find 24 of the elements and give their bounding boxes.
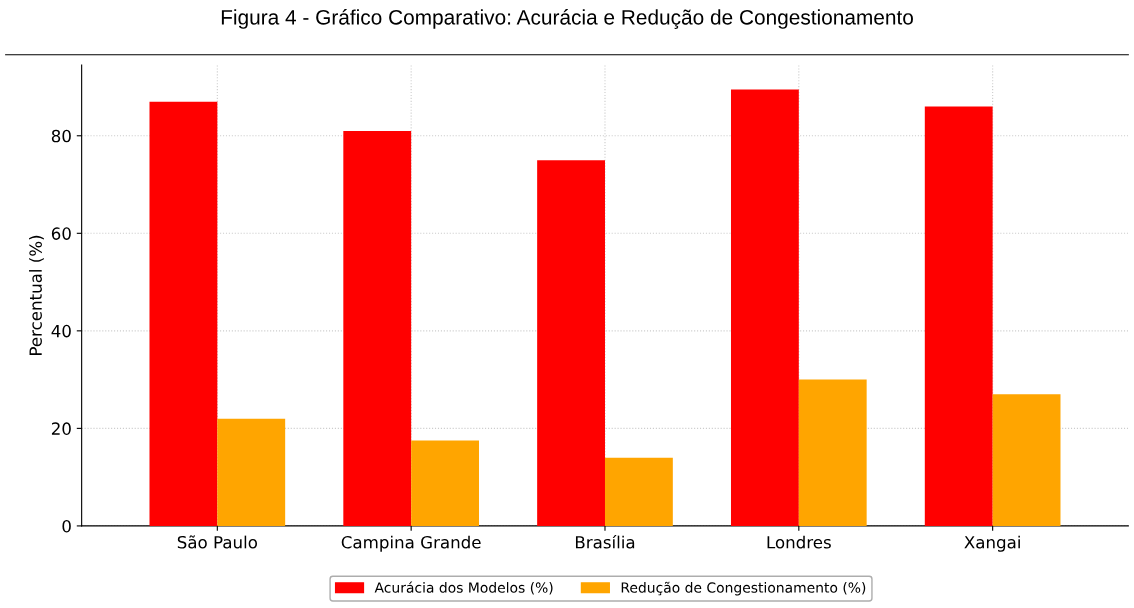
legend-label: Redução de Congestionamento (%): [621, 581, 866, 596]
bar: [537, 160, 605, 526]
y-tick-label: 60: [51, 227, 71, 240]
y-tick-label: 20: [51, 422, 71, 435]
y-tick-label: 40: [51, 324, 71, 338]
x-tick-label: Brasília: [575, 534, 635, 549]
x-tick-label: Xangai: [964, 535, 1020, 552]
bar: [924, 106, 993, 526]
bar: [604, 457, 673, 526]
bar: [798, 379, 867, 526]
x-tick-label: Londres: [767, 535, 831, 549]
bar: [730, 89, 799, 526]
y-axis-title: Percentual (%): [29, 235, 44, 355]
legend-label: Acurácia dos Modelos (%): [374, 581, 553, 595]
bar: [411, 440, 479, 526]
bar: [217, 418, 286, 526]
bar: [149, 101, 218, 526]
bar: [343, 130, 412, 526]
x-tick-label: São Paulo: [177, 535, 258, 549]
y-tick-label: 80: [51, 129, 71, 143]
bar: [992, 394, 1061, 526]
x-tick-label: Campina Grande: [341, 535, 481, 552]
chart-title: Figura 4 - Gráfico Comparativo: Acurácia e Redução de Congestionamento: [221, 9, 913, 29]
y-tick-label: 0: [62, 519, 71, 533]
